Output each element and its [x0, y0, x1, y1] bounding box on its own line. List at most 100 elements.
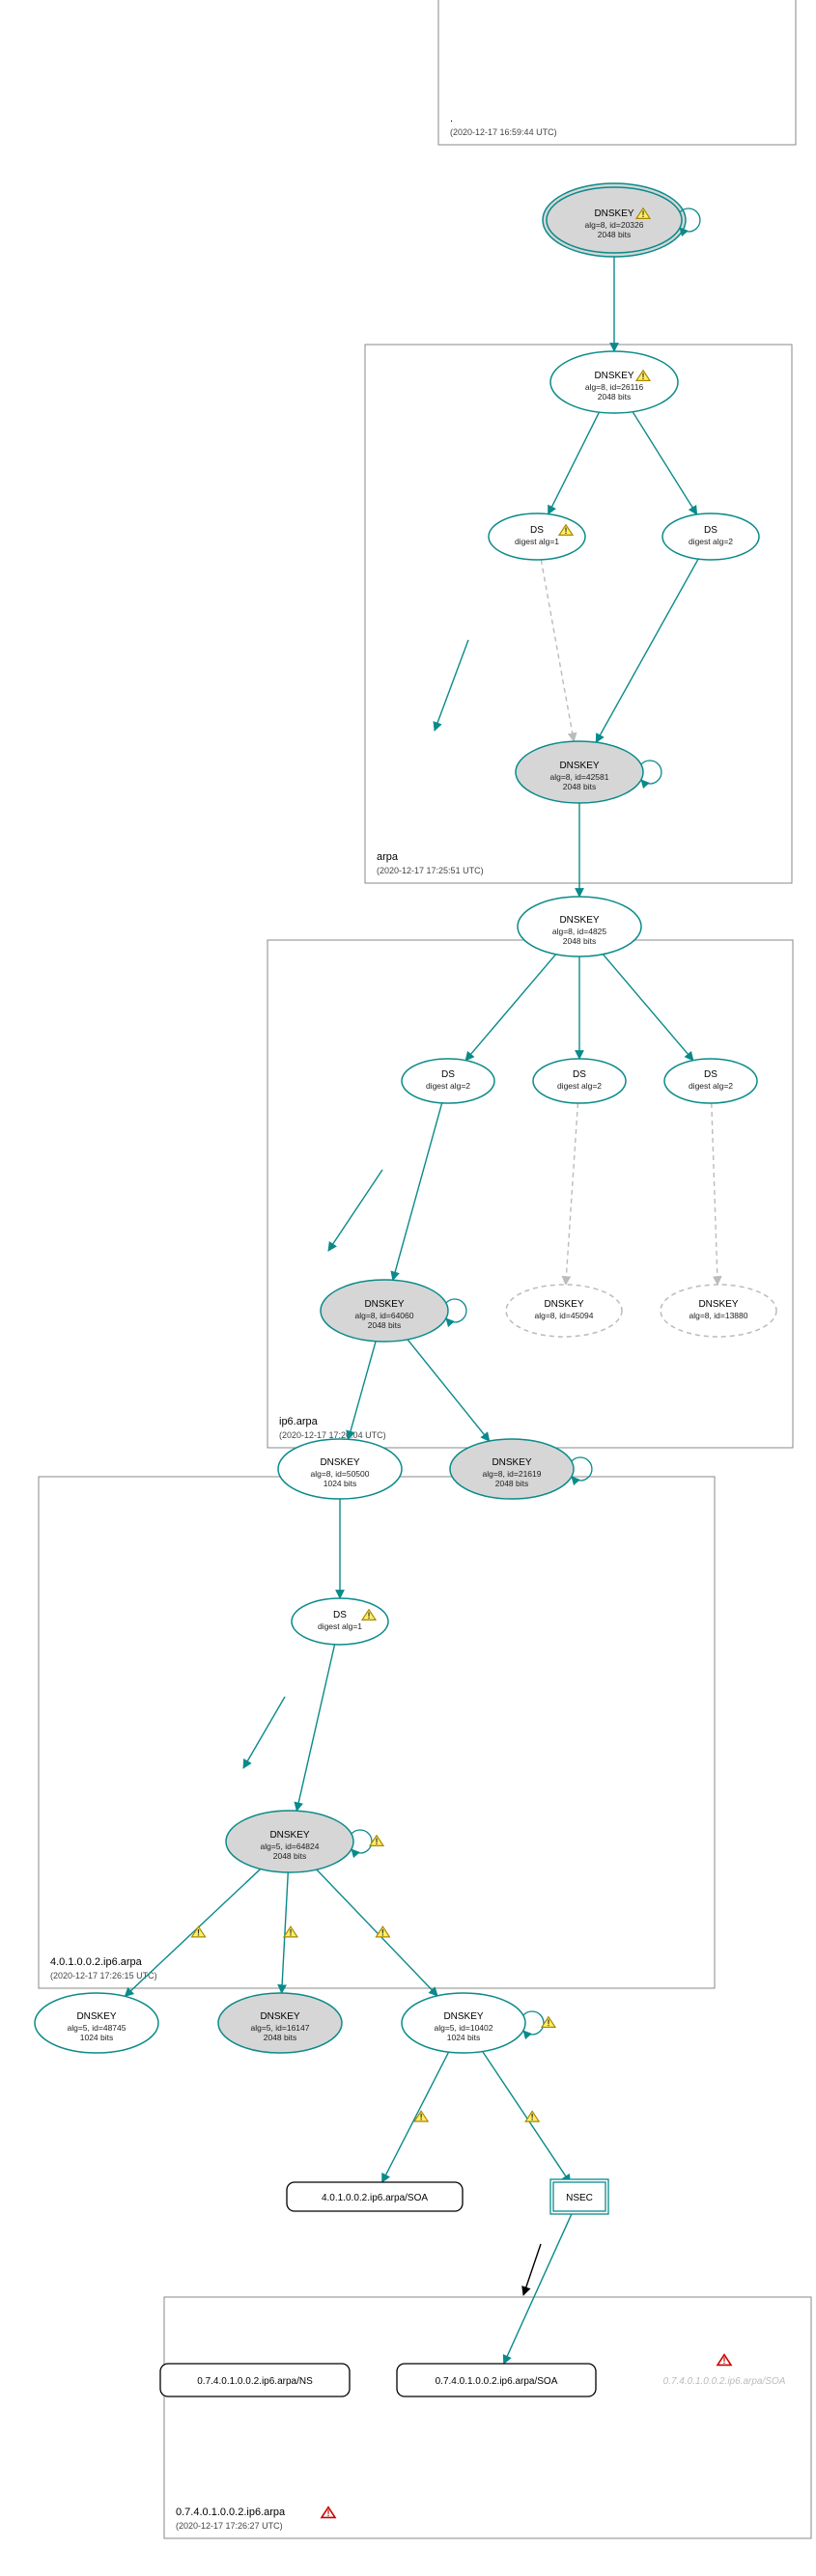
edge [465, 955, 556, 1061]
edge [296, 1645, 334, 1811]
svg-text:!: ! [289, 1927, 292, 1937]
zone-box [438, 0, 796, 145]
node-sub: digest alg=1 [318, 1621, 362, 1631]
zone-label: 0.7.4.0.1.0.0.2.ip6.arpa [176, 2507, 286, 2518]
edge [382, 2052, 449, 2182]
zone-label: 4.0.1.0.0.2.ip6.arpa [50, 1956, 143, 1968]
node: DNSKEYalg=8, id=45094 [506, 1285, 622, 1337]
node: DNSKEYalg=5, id=161472048 bits [218, 1993, 342, 2053]
node-label: DNSKEY [544, 1299, 583, 1310]
node: 0.7.4.0.1.0.0.2.ip6.arpa/NS [160, 2364, 350, 2396]
node-sub: 1024 bits [80, 2033, 114, 2042]
svg-text:!: ! [375, 1837, 378, 1846]
node-sub: 2048 bits [563, 936, 597, 946]
node-label: DNSKEY [76, 2011, 116, 2022]
node-sub: alg=5, id=64824 [261, 1842, 320, 1851]
node: DSdigest alg=2 [533, 1059, 626, 1103]
node: DNSKEYalg=5, id=648242048 bits [226, 1811, 372, 1872]
edge [603, 955, 693, 1061]
node: DNSKEYalg=8, id=13880 [661, 1285, 776, 1337]
node-label: DNSKEY [559, 915, 599, 926]
node-label: 4.0.1.0.0.2.ip6.arpa/SOA [322, 2193, 428, 2203]
node: DNSKEYalg=8, id=505001024 bits [278, 1439, 402, 1499]
zone-timestamp: (2020-12-17 17:25:51 UTC) [377, 866, 484, 875]
node-label: DNSKEY [559, 761, 599, 771]
ghost-label: 0.7.4.0.1.0.0.2.ip6.arpa/SOA [663, 2376, 786, 2387]
dnssec-diagram: .(2020-12-17 16:59:44 UTC)arpa(2020-12-1… [0, 0, 816, 2576]
edge [483, 2052, 571, 2183]
node-label: NSEC [566, 2193, 593, 2203]
zone-box [164, 2297, 811, 2538]
node-sub: 2048 bits [273, 1851, 307, 1861]
node: DNSKEYalg=8, id=425812048 bits [516, 741, 661, 803]
edge [435, 640, 468, 731]
node-label: DNSKEY [443, 2011, 483, 2022]
svg-text:!: ! [564, 526, 567, 536]
svg-text:!: ! [641, 372, 644, 381]
node-label: DS [704, 1069, 718, 1080]
node-label: DNSKEY [260, 2011, 299, 2022]
node-sub: 2048 bits [598, 230, 632, 239]
node-sub: alg=8, id=21619 [483, 1469, 542, 1479]
node-sub: digest alg=2 [557, 1081, 602, 1091]
node: 0.7.4.0.1.0.0.2.ip6.arpa/SOA [397, 2364, 596, 2396]
node: DSdigest alg=2 [662, 513, 759, 560]
edge [328, 1170, 382, 1251]
svg-text:!: ! [722, 2356, 725, 2366]
edge [566, 1103, 578, 1285]
node-sub: alg=8, id=4825 [552, 927, 607, 936]
node-label: DNSKEY [594, 371, 633, 381]
node-sub: 1024 bits [447, 2033, 481, 2042]
node-sub: digest alg=2 [689, 537, 733, 546]
zone-label: arpa [377, 851, 399, 863]
edge [541, 560, 574, 741]
node-sub: alg=8, id=13880 [689, 1311, 748, 1320]
svg-text:!: ! [420, 2112, 423, 2121]
node-sub: alg=8, id=45094 [535, 1311, 594, 1320]
node-sub: digest alg=2 [426, 1081, 470, 1091]
node-sub: alg=8, id=42581 [550, 772, 609, 782]
node: DSdigest alg=2 [402, 1059, 494, 1103]
edge [712, 1103, 718, 1285]
node-label: DS [333, 1610, 347, 1620]
node: 4.0.1.0.0.2.ip6.arpa/SOA [287, 2182, 463, 2211]
node-sub: alg=8, id=26116 [585, 382, 644, 392]
node-sub: digest alg=1 [515, 537, 559, 546]
node-label: DNSKEY [492, 1457, 531, 1468]
node-sub: digest alg=2 [689, 1081, 733, 1091]
node-label: DNSKEY [320, 1457, 359, 1468]
zone-label: ip6.arpa [279, 1416, 319, 1427]
node-label: DS [441, 1069, 455, 1080]
node-sub: 2048 bits [368, 1320, 402, 1330]
node-label: DNSKEY [698, 1299, 738, 1310]
edge [504, 2211, 574, 2365]
node: DSdigest alg=2 [664, 1059, 757, 1103]
node-sub: alg=8, id=20326 [585, 220, 644, 230]
edge [317, 1870, 437, 1996]
node-sub: 2048 bits [264, 2033, 297, 2042]
node-sub: alg=5, id=16147 [251, 2023, 310, 2033]
zone-timestamp: (2020-12-17 16:59:44 UTC) [450, 127, 557, 137]
svg-text:!: ! [326, 2508, 329, 2518]
node-sub: 2048 bits [563, 782, 597, 791]
svg-text:!: ! [367, 1611, 370, 1620]
svg-text:!: ! [641, 209, 644, 219]
svg-text:!: ! [381, 1927, 384, 1937]
edge [633, 412, 696, 514]
zone-timestamp: (2020-12-17 17:26:15 UTC) [50, 1971, 157, 1980]
node: DNSKEYalg=8, id=261162048 bits [550, 351, 678, 413]
node-sub: 1024 bits [324, 1479, 357, 1488]
node: DNSKEYalg=8, id=48252048 bits [518, 897, 641, 956]
node-sub: alg=8, id=50500 [311, 1469, 370, 1479]
zone-box [39, 1477, 715, 1988]
node-label: DNSKEY [269, 1830, 309, 1841]
node: DNSKEYalg=5, id=487451024 bits [35, 1993, 158, 2053]
node-label: DS [530, 525, 544, 536]
node-label: DS [573, 1069, 586, 1080]
node-sub: alg=5, id=10402 [435, 2023, 493, 2033]
node-label: 0.7.4.0.1.0.0.2.ip6.arpa/NS [197, 2376, 313, 2387]
svg-text:!: ! [547, 2018, 549, 2028]
node-sub: alg=5, id=48745 [68, 2023, 127, 2033]
node-label: DNSKEY [364, 1299, 404, 1310]
edge [393, 1103, 442, 1280]
